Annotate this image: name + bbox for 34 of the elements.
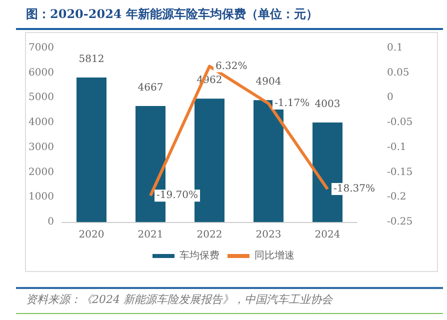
data-label: 6.32% bbox=[216, 60, 248, 72]
y-tick-label: 7000 bbox=[28, 42, 54, 54]
data-label: -1.17% bbox=[274, 98, 310, 110]
y-tick-label: 2000 bbox=[28, 166, 54, 178]
data-label: 4003 bbox=[314, 98, 340, 110]
x-tick-label: 2024 bbox=[314, 230, 340, 240]
data-label: 4904 bbox=[256, 76, 282, 88]
y-tick-label: 4000 bbox=[28, 117, 54, 128]
y-tick-label: 3000 bbox=[28, 142, 54, 153]
y2-tick-label: 0 bbox=[387, 92, 394, 104]
data-label: -19.70% bbox=[156, 190, 198, 202]
chart-title: 图：2020-2024 年新能源车险车均保费（单位：元） bbox=[26, 6, 319, 23]
legend-label: 车均保费 bbox=[180, 250, 220, 262]
y-tick-label: 6000 bbox=[28, 67, 54, 78]
y2-tick-label: -0.1 bbox=[387, 142, 406, 153]
x-tick-label: 2022 bbox=[196, 230, 222, 240]
x-tick-label: 2023 bbox=[256, 230, 282, 240]
legend-label: 同比增速 bbox=[254, 250, 294, 262]
x-tick-label: 2020 bbox=[78, 230, 104, 240]
y2-tick-label: -0.2 bbox=[387, 192, 406, 203]
text: 资料来源：《2024 新能源车险发展报告》，中国汽车工业协会 bbox=[26, 292, 332, 307]
y-tick-label: 0 bbox=[48, 216, 54, 228]
bar bbox=[76, 78, 106, 222]
data-label: 5812 bbox=[78, 54, 104, 66]
data-label: 4667 bbox=[138, 82, 164, 94]
y2-tick-label: -0.15 bbox=[387, 166, 413, 178]
y2-tick-label: 0.1 bbox=[387, 42, 403, 54]
y2-tick-label: 0.05 bbox=[387, 67, 410, 78]
x-tick-label: 2021 bbox=[138, 230, 164, 240]
data-label: -18.37% bbox=[334, 184, 376, 195]
y-tick-label: 1000 bbox=[28, 192, 54, 203]
y2-tick-label: -0.05 bbox=[387, 117, 413, 128]
y-tick-label: 5000 bbox=[28, 92, 54, 104]
y2-tick-label: -0.25 bbox=[387, 216, 413, 228]
